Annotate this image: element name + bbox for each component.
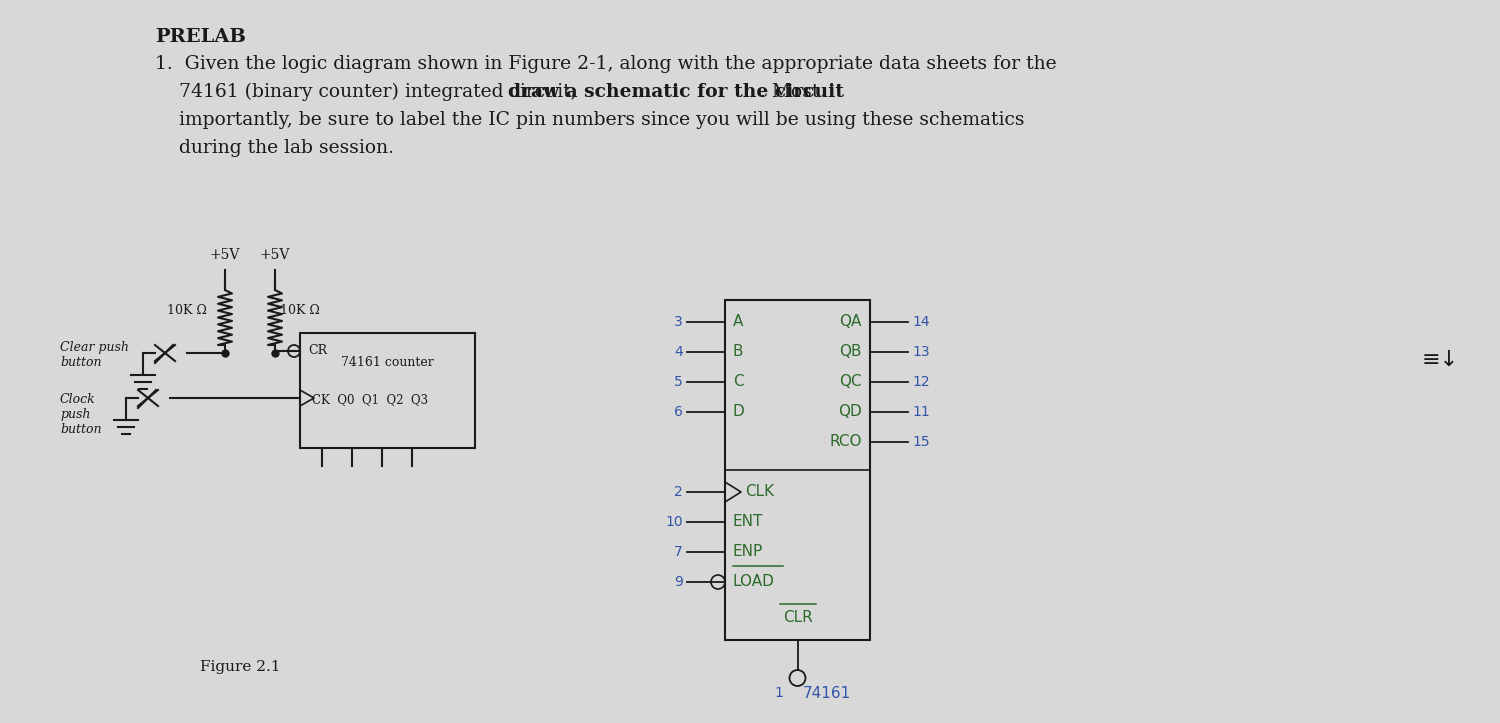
Text: 1: 1 bbox=[774, 686, 783, 700]
Text: LOAD: LOAD bbox=[734, 575, 776, 589]
Text: CK  Q0  Q1  Q2  Q3: CK Q0 Q1 Q2 Q3 bbox=[312, 393, 428, 406]
Text: 6: 6 bbox=[674, 405, 682, 419]
Text: +5V: +5V bbox=[260, 248, 290, 262]
Text: 9: 9 bbox=[674, 575, 682, 589]
Text: QC: QC bbox=[840, 375, 862, 390]
Text: 74161: 74161 bbox=[802, 686, 850, 701]
Text: 1.  Given the logic diagram shown in Figure 2-1, along with the appropriate data: 1. Given the logic diagram shown in Figu… bbox=[154, 55, 1056, 73]
Text: 5: 5 bbox=[675, 375, 682, 389]
Text: RCO: RCO bbox=[830, 435, 862, 450]
Text: 7: 7 bbox=[675, 545, 682, 559]
Text: 10K Ω: 10K Ω bbox=[280, 304, 320, 317]
Text: 10K Ω: 10K Ω bbox=[166, 304, 207, 317]
Text: CR: CR bbox=[308, 344, 327, 357]
Text: QD: QD bbox=[839, 404, 862, 419]
Text: 15: 15 bbox=[912, 435, 930, 449]
Text: QB: QB bbox=[840, 344, 862, 359]
Text: 2: 2 bbox=[675, 485, 682, 499]
Text: during the lab session.: during the lab session. bbox=[154, 139, 395, 157]
Text: ENP: ENP bbox=[734, 544, 764, 560]
Text: 74161 counter: 74161 counter bbox=[340, 356, 433, 369]
Text: QA: QA bbox=[840, 315, 862, 330]
Text: draw a schematic for the circuit: draw a schematic for the circuit bbox=[507, 83, 843, 101]
Text: 14: 14 bbox=[912, 315, 930, 329]
Text: D: D bbox=[734, 404, 744, 419]
Text: Figure 2.1: Figure 2.1 bbox=[200, 660, 280, 674]
Text: A: A bbox=[734, 315, 744, 330]
Text: 3: 3 bbox=[675, 315, 682, 329]
Text: Clock
push
button: Clock push button bbox=[60, 393, 102, 436]
Text: ≡↓: ≡↓ bbox=[1422, 350, 1458, 370]
Text: B: B bbox=[734, 344, 744, 359]
Text: 13: 13 bbox=[912, 345, 930, 359]
Text: 10: 10 bbox=[666, 515, 682, 529]
Bar bbox=[724, 300, 870, 640]
Text: CLK: CLK bbox=[746, 484, 774, 500]
Text: . Most: . Most bbox=[759, 83, 819, 101]
Bar bbox=[300, 333, 476, 448]
Text: 12: 12 bbox=[912, 375, 930, 389]
Text: 74161 (binary counter) integrated circuit,: 74161 (binary counter) integrated circui… bbox=[154, 83, 582, 101]
Text: 11: 11 bbox=[912, 405, 930, 419]
Text: 4: 4 bbox=[675, 345, 682, 359]
Text: +5V: +5V bbox=[210, 248, 240, 262]
Text: importantly, be sure to label the IC pin numbers since you will be using these s: importantly, be sure to label the IC pin… bbox=[154, 111, 1024, 129]
Text: PRELAB: PRELAB bbox=[154, 28, 246, 46]
Text: Clear push
button: Clear push button bbox=[60, 341, 129, 369]
Text: C: C bbox=[734, 375, 744, 390]
Text: ENT: ENT bbox=[734, 515, 764, 529]
Text: CLR: CLR bbox=[783, 610, 813, 625]
